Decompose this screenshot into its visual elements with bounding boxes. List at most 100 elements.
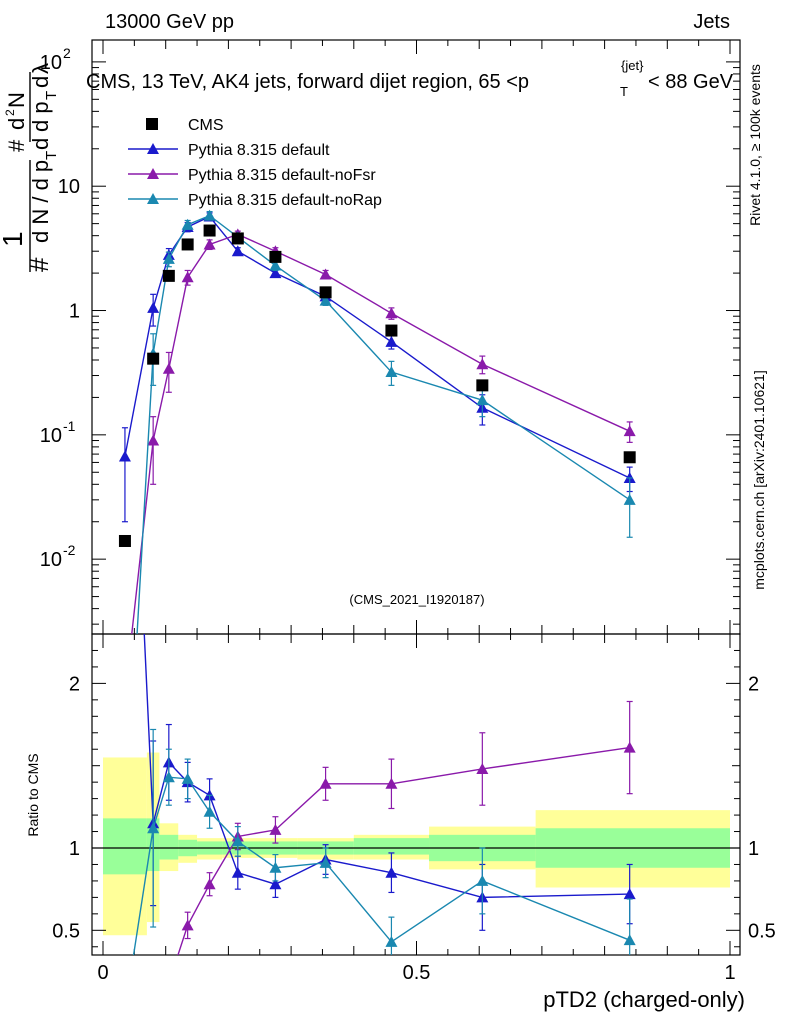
inner-band-segment [353, 838, 430, 855]
series-point [385, 307, 398, 319]
tick-base: 10 [40, 549, 62, 571]
ratio-point [119, 1005, 131, 1016]
series-point [319, 268, 332, 280]
series-point [203, 209, 216, 221]
ratio-point [319, 856, 332, 868]
ratio-point [162, 771, 175, 783]
tick-exponent: -2 [63, 542, 76, 558]
series-line [131, 233, 630, 634]
tick-base: 10 [40, 52, 62, 74]
ratio-point [385, 777, 398, 789]
ratio-y-tick-label: 0.5 [52, 920, 80, 942]
series-point [269, 259, 282, 271]
ratio-point [319, 777, 332, 789]
legend-label: Pythia 8.315 default [188, 142, 330, 159]
data-point [118, 534, 131, 547]
legend: CMS Pythia 8.315 default Pythia 8.315 defa… [128, 117, 382, 209]
ratio-point [269, 823, 282, 835]
ratio-point [269, 861, 282, 873]
ratio-point [119, 997, 131, 1008]
svg-text:d: d [4, 118, 29, 130]
tick-base: 1 [69, 301, 80, 323]
series-point [623, 425, 636, 437]
tick-exponent: 2 [63, 45, 71, 61]
series-point [623, 493, 636, 505]
data-point [181, 238, 194, 251]
ratio-y-tick-label: 2 [69, 673, 80, 695]
series-point [118, 450, 131, 462]
legend-label: Pythia 8.315 default-noRap [188, 192, 382, 209]
analysis-watermark: (CMS_2021_I1920187) [349, 592, 484, 607]
tick-base: 10 [40, 425, 62, 447]
ratio-line [143, 634, 630, 899]
svg-text:N: N [4, 92, 29, 108]
main-y-axis-label: # 1 d N / d p T # d d 2 N d p T d λ [0, 63, 60, 272]
ratio-point [203, 878, 216, 890]
legend-marker [147, 143, 159, 154]
ratio-point [623, 741, 636, 753]
series-point [162, 252, 175, 264]
svg-text:d: d [28, 76, 53, 88]
title-subscript: T [620, 84, 628, 99]
series-point [181, 218, 194, 230]
svg-text:T: T [43, 91, 60, 100]
svg-text:d: d [28, 138, 53, 150]
svg-text:#: # [4, 139, 29, 152]
legend-marker [147, 193, 159, 204]
data-point [203, 224, 216, 237]
x-tick-label: 0.5 [403, 962, 431, 984]
ratio-point [203, 805, 216, 817]
x-axis-label: pTD2 (charged-only) [543, 987, 745, 1012]
ratio-y-tick-label-right: 1 [748, 838, 759, 860]
series-point [119, 690, 131, 701]
ratio-point [147, 970, 159, 981]
svg-text:2: 2 [3, 109, 17, 116]
series-point [476, 394, 489, 406]
ratio-point [181, 772, 194, 784]
data-point [319, 286, 332, 299]
x-tick-label: 1 [724, 962, 735, 984]
data-point [623, 451, 636, 464]
title-tail: < 88 GeV [648, 71, 734, 93]
side-label-mcplots: mcplots.cern.ch [arXiv:2401.10621] [751, 370, 767, 589]
ratio-point [623, 888, 636, 900]
svg-text:#: # [24, 257, 54, 272]
plot-title: CMS, 13 TeV, AK4 jets, forward dijet reg… [86, 58, 734, 99]
ratio-point [163, 977, 175, 988]
ratio-point [119, 216, 131, 227]
tick-base: 10 [58, 176, 80, 198]
legend-label: Pythia 8.315 default-noFsr [188, 167, 376, 184]
series-point [319, 294, 332, 306]
ratio-point [181, 919, 194, 931]
series-point [231, 245, 244, 257]
ratio-point [476, 762, 489, 774]
legend-marker [147, 168, 159, 179]
svg-text:T: T [43, 151, 60, 160]
series-point [476, 358, 489, 370]
header-left: 13000 GeV pp [105, 11, 234, 33]
header-right: Jets [693, 11, 730, 33]
svg-text:d p: d p [28, 101, 53, 132]
x-tick-label: 0 [97, 962, 108, 984]
ratio-y-tick-label-right: 2 [748, 673, 759, 695]
data-point [385, 324, 398, 337]
title-superscript: {jet} [621, 58, 644, 73]
ratio-point [147, 822, 160, 834]
series-point [147, 301, 160, 313]
ratio-point [476, 874, 489, 886]
ratio-frame [91, 633, 741, 956]
ratio-series-layer [119, 216, 636, 1016]
series-point [147, 434, 160, 446]
legend-marker-data [146, 118, 158, 130]
side-label-rivet: Rivet 4.1.0, ≥ 100k events [747, 64, 763, 226]
series-line [136, 214, 631, 634]
ratio-point [231, 835, 244, 847]
title-main: CMS, 13 TeV, AK4 jets, forward dijet reg… [86, 71, 529, 93]
ratio-point [623, 934, 636, 946]
series-point [385, 335, 398, 347]
ratio-point [385, 866, 398, 878]
series-line [124, 215, 630, 479]
svg-text:1: 1 [0, 231, 28, 247]
main-y-tick-label: 10 2 [40, 45, 71, 74]
